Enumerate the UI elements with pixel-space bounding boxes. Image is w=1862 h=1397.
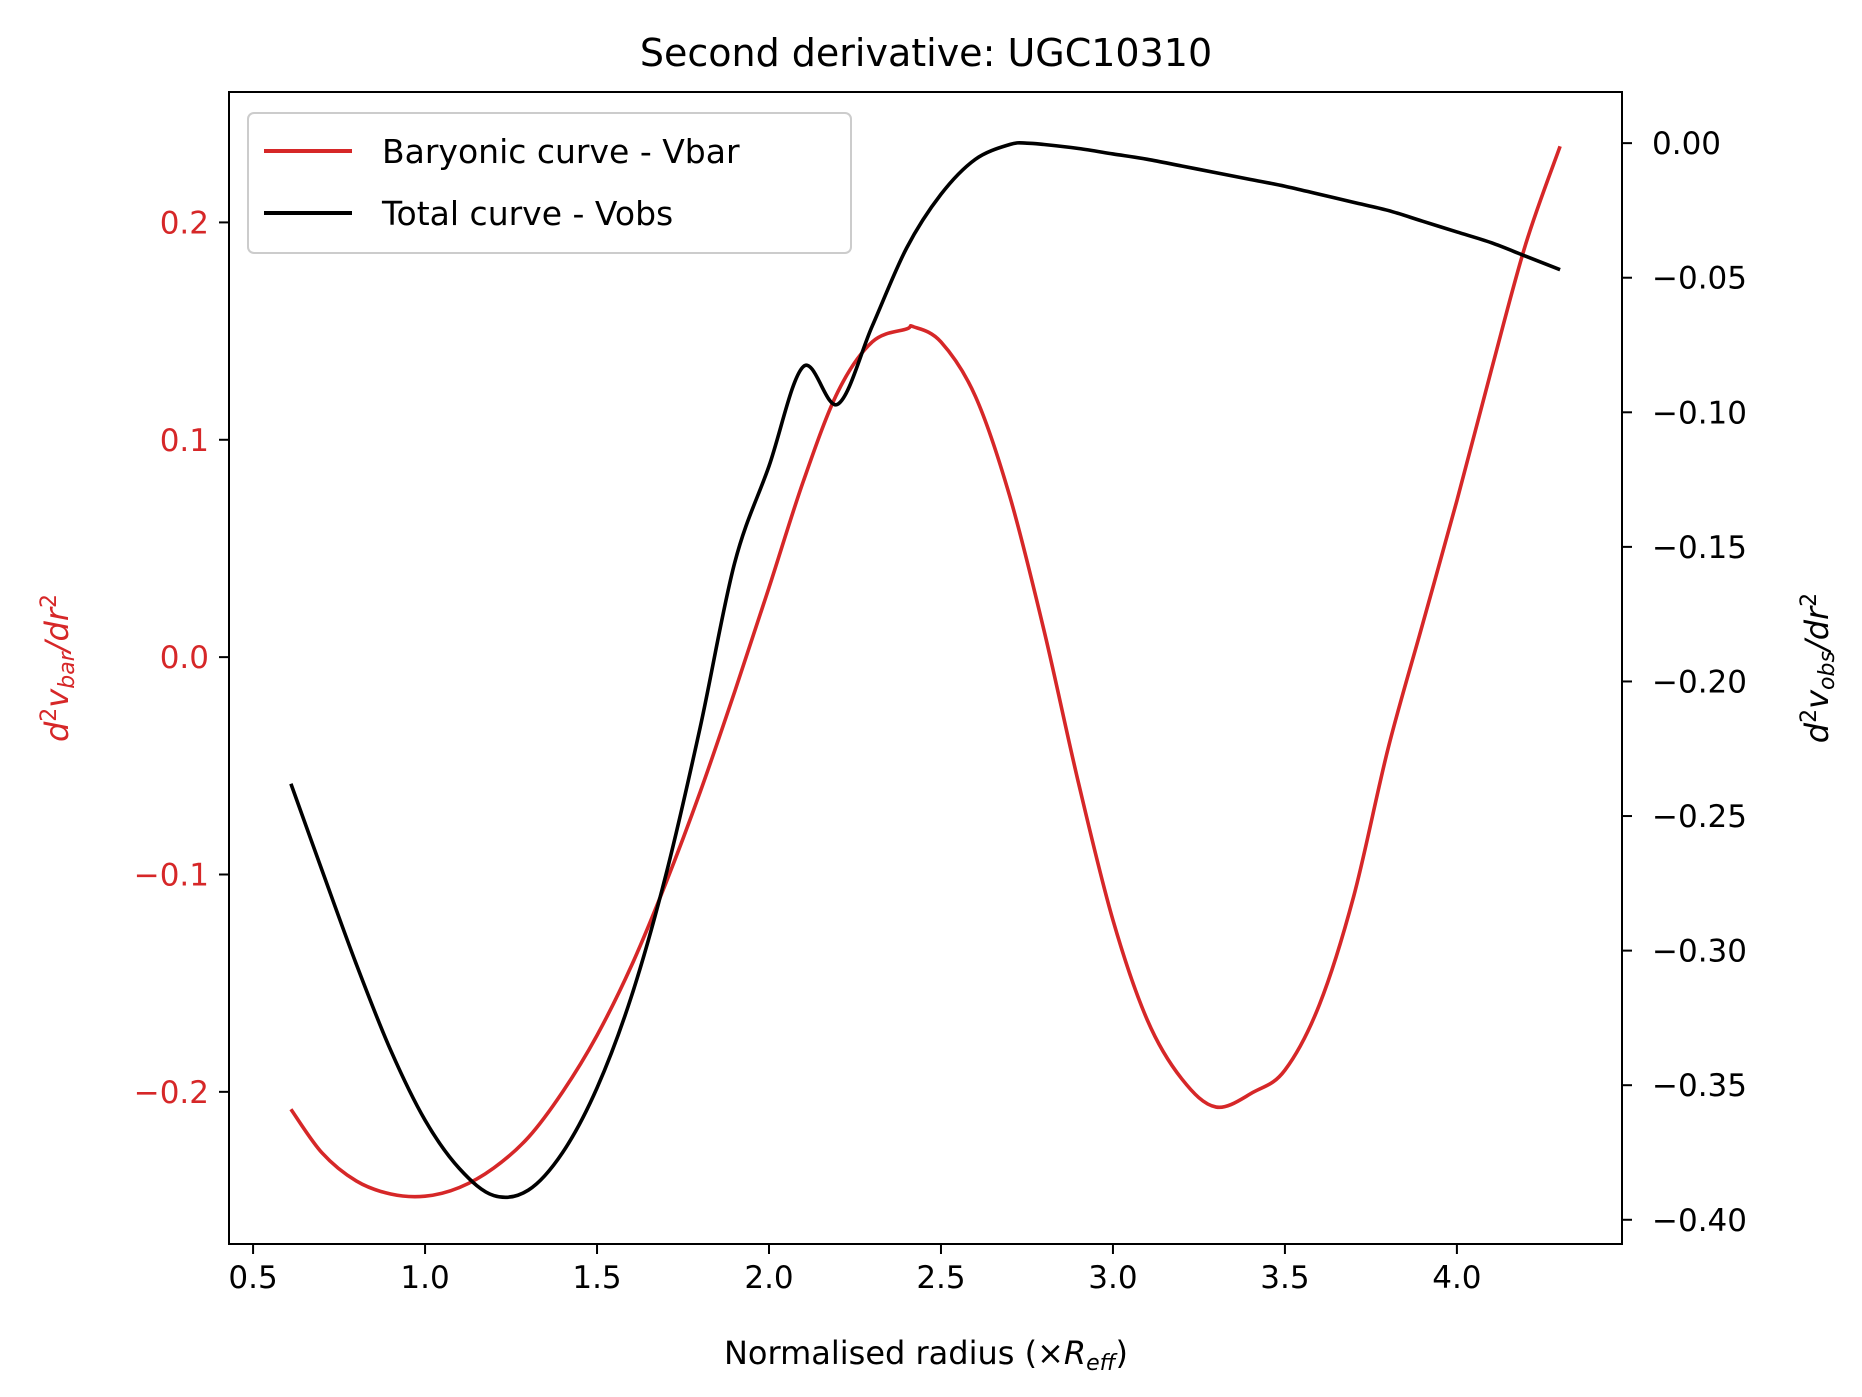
x-tick-label: 3.0 [1088, 1260, 1137, 1296]
y-left-tick-label: −0.1 [134, 857, 209, 893]
y-right-tick-label: −0.05 [1652, 261, 1747, 297]
y-right-tick-label: −0.20 [1652, 664, 1747, 700]
x-tick-label: 1.5 [572, 1260, 621, 1296]
x-tick-label: 3.5 [1260, 1260, 1309, 1296]
series-line-vbar [289, 145, 1562, 1199]
y-right-tick-label: −0.10 [1652, 395, 1747, 431]
y-right-axis-ticks: −0.40 −0.35 −0.30 −0.25 −0.20 −0.15 −0.10 −0.05… [1622, 126, 1747, 1239]
y-left-tick-label: 0.1 [160, 423, 209, 459]
y-left-axis-label: d2vbar/dr2 [37, 594, 80, 742]
x-tick-label: 0.5 [228, 1260, 277, 1296]
y-right-tick-label: −0.15 [1652, 530, 1747, 566]
x-axis-ticks: 0.5 1.0 1.5 2.0 2.5 3.0 3.5 4.0 [228, 1244, 1482, 1296]
y-right-tick-label: −0.35 [1652, 1068, 1747, 1104]
legend-label-vobs: Total curve - Vobs [381, 194, 673, 233]
plot-lines [289, 141, 1562, 1200]
y-left-tick-label: 0.2 [160, 205, 209, 241]
series-line-vobs [289, 141, 1561, 1200]
x-tick-label: 2.0 [744, 1260, 793, 1296]
chart-title: Second derivative: UGC10310 [640, 31, 1212, 75]
legend-box [247, 112, 852, 254]
x-tick-label: 1.0 [400, 1260, 449, 1296]
plot-frame [228, 91, 1623, 1245]
y-right-tick-label: −0.40 [1652, 1203, 1747, 1239]
x-axis-label: Normalised radius (×Reff) [724, 1334, 1128, 1376]
y-right-tick-label: 0.00 [1652, 126, 1721, 162]
x-tick-label: 2.5 [916, 1260, 965, 1296]
y-right-tick-label: −0.30 [1652, 934, 1747, 970]
y-right-tick-label: −0.25 [1652, 799, 1747, 835]
legend-label-vbar: Baryonic curve - Vbar [382, 132, 740, 171]
y-left-tick-label: −0.2 [134, 1075, 209, 1111]
y-left-axis-ticks: −0.2 −0.1 0.0 0.1 0.2 [134, 205, 229, 1111]
legend: Baryonic curve - Vbar Total curve - Vobs [247, 112, 852, 254]
y-left-tick-label: 0.0 [160, 640, 209, 676]
y-right-axis-label: d2vobs/dr2 [1797, 593, 1840, 743]
x-tick-label: 4.0 [1432, 1260, 1481, 1296]
